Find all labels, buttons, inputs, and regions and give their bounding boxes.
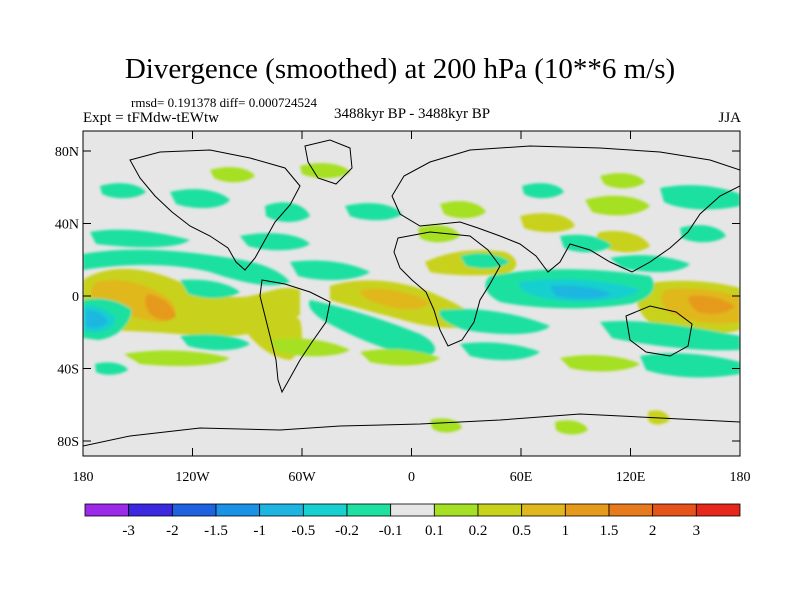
colorbar-swatch bbox=[346, 503, 392, 517]
colorbar-swatch bbox=[171, 503, 217, 517]
colorbar-swatch bbox=[259, 503, 304, 517]
positive-anomaly bbox=[560, 355, 640, 372]
experiment-label: Expt = tFMdw-tEWtw bbox=[83, 110, 219, 126]
colorbar-label: 1 bbox=[562, 523, 570, 539]
positive-anomaly bbox=[600, 173, 645, 189]
coastlines bbox=[83, 139, 740, 447]
colorbar-label: -1.5 bbox=[204, 523, 228, 539]
positive-anomaly bbox=[300, 163, 350, 179]
lon-tick-label: 180 bbox=[73, 470, 94, 485]
positive-anomaly bbox=[210, 167, 255, 183]
colorbar-label: -0.5 bbox=[291, 523, 315, 539]
lon-tick-label: 120E bbox=[616, 470, 646, 485]
colorbar-swatch bbox=[652, 503, 697, 517]
negative-anomaly bbox=[600, 320, 740, 351]
colorbar-label: 3 bbox=[693, 523, 701, 539]
positive-anomaly bbox=[124, 350, 230, 366]
eurasia-outline bbox=[391, 145, 740, 273]
period-label: 3488kyr BP - 3488kyr BP bbox=[333, 106, 491, 122]
antarctica-outline bbox=[83, 413, 740, 447]
lon-tick-label: 180 bbox=[730, 470, 751, 485]
negative-anomaly bbox=[680, 225, 726, 243]
lat-tick-label: 40S bbox=[57, 363, 79, 378]
negative-anomaly bbox=[439, 308, 550, 335]
divergence-field bbox=[83, 163, 740, 435]
negative-anomaly bbox=[180, 334, 250, 351]
lat-tick-label: 80S bbox=[57, 435, 79, 450]
negative-anomaly bbox=[345, 203, 402, 221]
positive-anomaly bbox=[145, 294, 176, 321]
greenland-outline bbox=[304, 139, 353, 185]
north-america-outline bbox=[129, 149, 301, 271]
colorbar: -3 -2 -1.5 -1 -0.5 -0.2 -0.1 0.1 0.2 0.5 1 1.5 2 3 bbox=[84, 503, 741, 539]
positive-anomaly bbox=[270, 338, 350, 357]
australia-outline bbox=[625, 305, 693, 357]
negative-anomaly bbox=[86, 310, 108, 329]
negative-anomaly bbox=[522, 183, 564, 199]
negative-anomaly bbox=[265, 202, 310, 222]
colorbar-label: -0.2 bbox=[335, 523, 359, 539]
colorbar-label: 2 bbox=[649, 523, 657, 539]
negative-anomaly bbox=[180, 279, 240, 299]
colorbar-swatch bbox=[215, 503, 261, 517]
positive-anomaly bbox=[555, 420, 588, 435]
negative-anomaly bbox=[640, 353, 740, 378]
colorbar-label: -2 bbox=[166, 523, 179, 539]
negative-anomaly bbox=[290, 260, 370, 281]
negative-anomaly bbox=[550, 285, 612, 299]
negative-anomaly bbox=[660, 185, 740, 210]
negative-anomaly bbox=[83, 249, 290, 286]
season-label: JJA bbox=[718, 110, 741, 126]
colorbar-swatch bbox=[695, 503, 741, 517]
colorbar-swatch bbox=[521, 503, 566, 517]
negative-anomaly bbox=[90, 229, 190, 248]
colorbar-swatch bbox=[128, 503, 173, 517]
map-title: Divergence (smoothed) at 200 hPa (10**6 … bbox=[124, 53, 676, 85]
colorbar-label: -0.1 bbox=[379, 523, 403, 539]
lon-tick-label: 60E bbox=[510, 470, 533, 485]
lat-tick-label: 80N bbox=[55, 145, 79, 160]
positive-anomaly bbox=[520, 213, 575, 233]
negative-anomaly bbox=[610, 255, 690, 273]
negative-anomaly bbox=[308, 300, 435, 358]
colorbar-swatch bbox=[477, 503, 523, 517]
axis-ticks bbox=[82, 131, 741, 456]
colorbar-swatch bbox=[390, 503, 435, 517]
lon-tick-label: 60W bbox=[288, 470, 316, 485]
positive-anomaly bbox=[585, 195, 650, 216]
axis-labels: 80N 40N 0 40S 80S 180 120W 60W 0 60E 120E 180 bbox=[55, 145, 751, 485]
stats-text: rmsd= 0.191378 diff= 0.000724524 bbox=[131, 95, 317, 110]
colorbar-swatch bbox=[433, 503, 479, 517]
lon-tick-label: 120W bbox=[175, 470, 210, 485]
colorbar-swatch bbox=[84, 503, 130, 517]
positive-anomaly bbox=[360, 288, 430, 310]
colorbar-label: 0.5 bbox=[512, 523, 531, 539]
lon-tick-label: 0 bbox=[408, 470, 415, 485]
africa-outline bbox=[393, 231, 501, 347]
positive-anomaly bbox=[418, 225, 460, 243]
negative-anomaly bbox=[460, 253, 510, 269]
negative-anomaly bbox=[560, 234, 612, 253]
colorbar-label: -1 bbox=[253, 523, 266, 539]
positive-anomaly bbox=[440, 201, 486, 219]
negative-anomaly bbox=[460, 342, 540, 361]
colorbar-label: -3 bbox=[122, 523, 135, 539]
colorbar-swatch bbox=[302, 503, 348, 517]
negative-anomaly bbox=[95, 362, 128, 375]
negative-anomaly bbox=[240, 233, 310, 251]
lat-tick-label: 40N bbox=[55, 218, 79, 233]
negative-anomaly bbox=[100, 183, 146, 199]
positive-anomaly bbox=[688, 295, 735, 314]
colorbar-label: 0.2 bbox=[469, 523, 488, 539]
positive-anomaly bbox=[360, 349, 440, 366]
colorbar-swatch bbox=[608, 503, 654, 517]
lat-tick-label: 0 bbox=[72, 290, 79, 305]
south-america-outline bbox=[259, 279, 331, 394]
colorbar-label: 0.1 bbox=[425, 523, 444, 539]
colorbar-label: 1.5 bbox=[600, 523, 619, 539]
colorbar-swatch bbox=[564, 503, 610, 517]
negative-anomaly bbox=[170, 189, 230, 209]
